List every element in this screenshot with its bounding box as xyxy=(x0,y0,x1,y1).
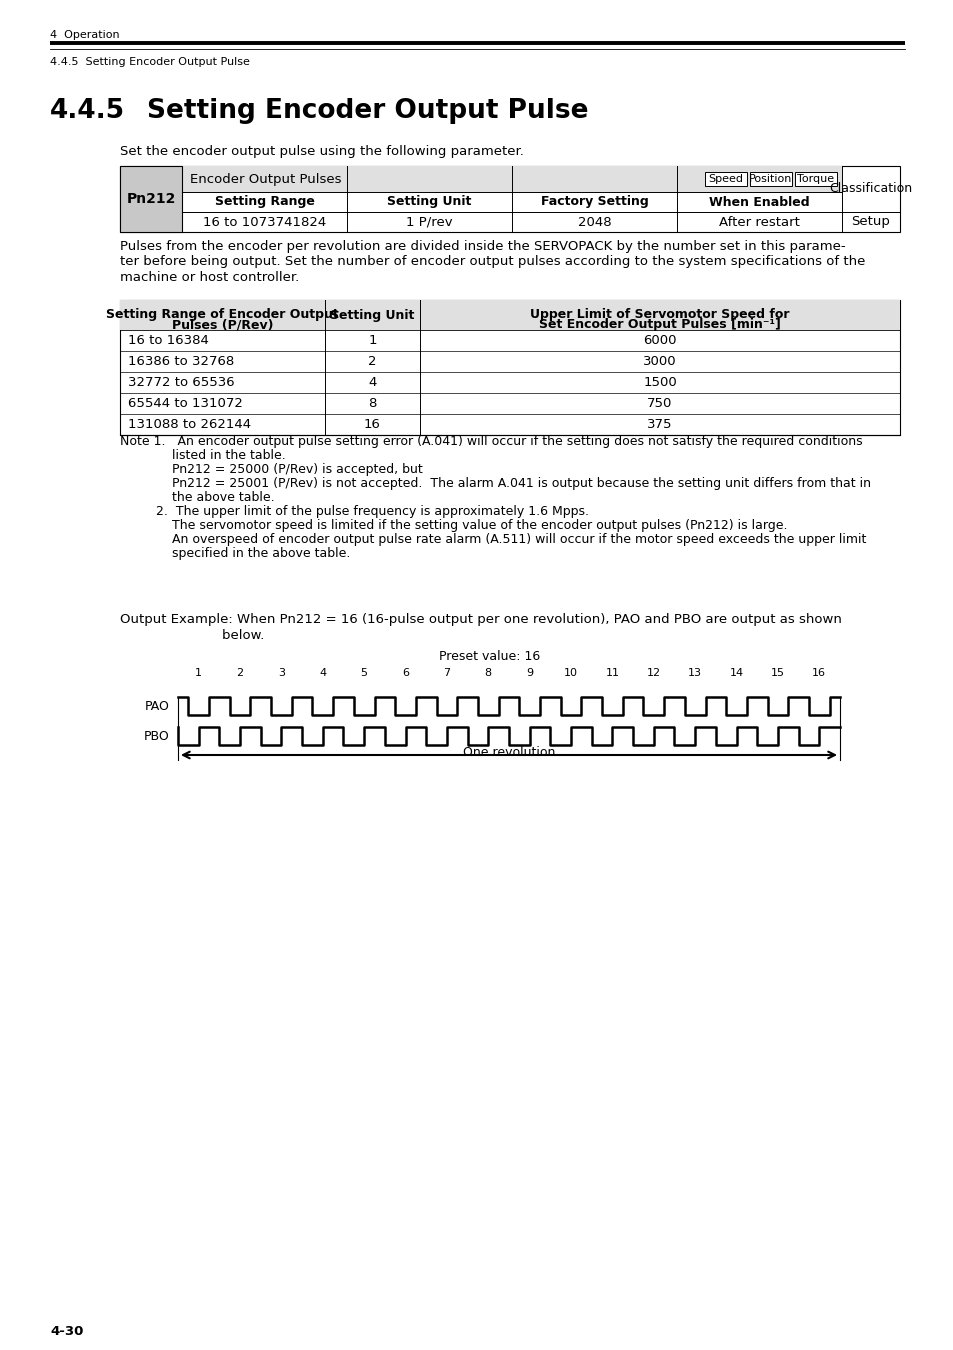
Text: 4: 4 xyxy=(319,668,326,678)
Text: Pulses from the encoder per revolution are divided inside the SERVOPACK by the n: Pulses from the encoder per revolution a… xyxy=(120,240,844,252)
Text: 65544 to 131072: 65544 to 131072 xyxy=(128,397,243,410)
Text: Setting Range: Setting Range xyxy=(214,196,314,208)
Text: Setting Range of Encoder Output: Setting Range of Encoder Output xyxy=(106,308,338,321)
Text: 8: 8 xyxy=(368,397,376,410)
Text: 12: 12 xyxy=(646,668,660,678)
Text: Pn212: Pn212 xyxy=(126,192,175,207)
Text: 2.  The upper limit of the pulse frequency is approximately 1.6 Mpps.: 2. The upper limit of the pulse frequenc… xyxy=(120,505,588,518)
Text: PAO: PAO xyxy=(145,699,170,713)
Bar xyxy=(794,171,836,186)
Text: Note 1.   An encoder output pulse setting error (A.041) will occur if the settin: Note 1. An encoder output pulse setting … xyxy=(120,435,862,448)
Text: 13: 13 xyxy=(687,668,701,678)
Text: 11: 11 xyxy=(605,668,618,678)
Text: 16 to 1073741824: 16 to 1073741824 xyxy=(203,216,326,228)
Text: 1: 1 xyxy=(195,668,202,678)
Text: An overspeed of encoder output pulse rate alarm (A.511) will occur if the motor : An overspeed of encoder output pulse rat… xyxy=(120,533,865,545)
Text: 2: 2 xyxy=(368,355,376,369)
Text: Factory Setting: Factory Setting xyxy=(540,196,648,208)
Text: ter before being output. Set the number of encoder output pulses according to th: ter before being output. Set the number … xyxy=(120,255,864,269)
Text: 1500: 1500 xyxy=(642,377,677,389)
Text: 10: 10 xyxy=(563,668,578,678)
Text: Set the encoder output pulse using the following parameter.: Set the encoder output pulse using the f… xyxy=(120,144,523,158)
Text: 16386 to 32768: 16386 to 32768 xyxy=(128,355,234,369)
Text: Preset value: 16: Preset value: 16 xyxy=(439,649,540,663)
Text: Pn212 = 25001 (P/Rev) is not accepted.  The alarm A.041 is output because the se: Pn212 = 25001 (P/Rev) is not accepted. T… xyxy=(120,477,870,490)
Text: Setting Unit: Setting Unit xyxy=(387,196,471,208)
Text: Upper Limit of Servomotor Speed for: Upper Limit of Servomotor Speed for xyxy=(530,308,789,321)
Text: 6000: 6000 xyxy=(642,333,676,347)
Text: Speed: Speed xyxy=(708,174,742,184)
Text: Setting Encoder Output Pulse: Setting Encoder Output Pulse xyxy=(147,99,588,124)
Text: 5: 5 xyxy=(360,668,367,678)
Bar xyxy=(704,171,746,186)
Text: Pn212 = 25000 (P/Rev) is accepted, but: Pn212 = 25000 (P/Rev) is accepted, but xyxy=(120,463,422,477)
Text: Position: Position xyxy=(748,174,792,184)
Text: Output Example: When Pn212 = 16 (16-pulse output per one revolution), PAO and PB: Output Example: When Pn212 = 16 (16-puls… xyxy=(120,613,841,626)
Text: machine or host controller.: machine or host controller. xyxy=(120,271,299,284)
Text: 4  Operation: 4 Operation xyxy=(50,30,119,40)
Bar xyxy=(749,171,791,186)
Text: PBO: PBO xyxy=(144,729,170,742)
Text: 4.4.5  Setting Encoder Output Pulse: 4.4.5 Setting Encoder Output Pulse xyxy=(50,57,250,68)
Text: 375: 375 xyxy=(646,418,672,431)
Text: 2048: 2048 xyxy=(578,216,611,228)
Text: 4: 4 xyxy=(368,377,376,389)
Text: 131088 to 262144: 131088 to 262144 xyxy=(128,418,251,431)
Text: 15: 15 xyxy=(770,668,784,678)
Text: 6: 6 xyxy=(401,668,409,678)
Text: 4.4.5: 4.4.5 xyxy=(50,99,125,124)
Text: Pulses (P/Rev): Pulses (P/Rev) xyxy=(172,319,273,331)
Bar xyxy=(120,300,899,435)
Bar xyxy=(120,166,899,232)
Bar xyxy=(120,300,899,329)
Text: Torque: Torque xyxy=(797,174,834,184)
Text: specified in the above table.: specified in the above table. xyxy=(120,547,350,560)
Text: 16: 16 xyxy=(364,418,380,431)
Text: Setup: Setup xyxy=(851,216,889,228)
Text: 16: 16 xyxy=(811,668,825,678)
Text: The servomotor speed is limited if the setting value of the encoder output pulse: The servomotor speed is limited if the s… xyxy=(120,518,786,532)
Text: 2: 2 xyxy=(236,668,243,678)
Bar xyxy=(120,166,182,232)
Text: Set Encoder Output Pulses [min⁻¹]: Set Encoder Output Pulses [min⁻¹] xyxy=(538,319,781,331)
Text: listed in the table.: listed in the table. xyxy=(120,450,286,462)
Text: 750: 750 xyxy=(647,397,672,410)
Text: Encoder Output Pulses: Encoder Output Pulses xyxy=(190,173,341,185)
Text: 3: 3 xyxy=(277,668,285,678)
Text: 8: 8 xyxy=(484,668,492,678)
Text: When Enabled: When Enabled xyxy=(708,196,809,208)
Text: 16 to 16384: 16 to 16384 xyxy=(128,333,209,347)
Text: 9: 9 xyxy=(525,668,533,678)
Text: the above table.: the above table. xyxy=(120,491,274,504)
Text: 3000: 3000 xyxy=(642,355,676,369)
Text: 4-30: 4-30 xyxy=(50,1324,83,1338)
Bar xyxy=(182,166,841,192)
Text: below.: below. xyxy=(120,629,264,643)
Text: One revolution: One revolution xyxy=(462,747,555,759)
Text: Setting Unit: Setting Unit xyxy=(330,309,415,321)
Text: 7: 7 xyxy=(443,668,450,678)
Text: 14: 14 xyxy=(729,668,742,678)
Text: 32772 to 65536: 32772 to 65536 xyxy=(128,377,234,389)
Text: Classification: Classification xyxy=(828,182,912,196)
Text: 1: 1 xyxy=(368,333,376,347)
Text: 1 P/rev: 1 P/rev xyxy=(406,216,453,228)
Text: After restart: After restart xyxy=(719,216,800,228)
